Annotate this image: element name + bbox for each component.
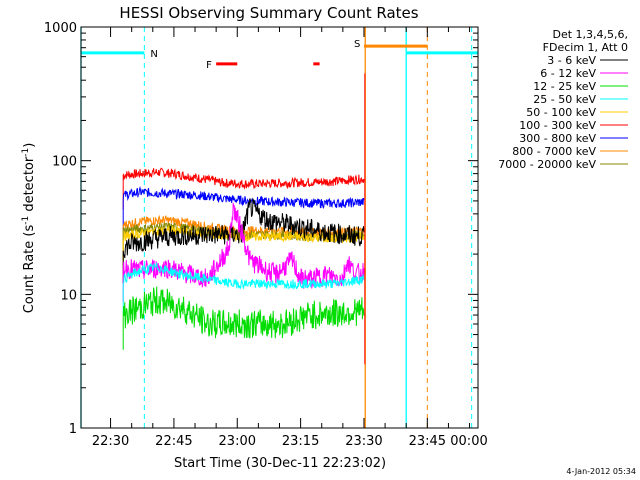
legend: Det 1,3,4,5,6,FDecim 1, Att 03 - 6 keV6 …: [498, 28, 628, 171]
footer-date: 4-Jan-2012 05:34: [566, 467, 636, 476]
series-line-6: [122, 185, 365, 231]
legend-label-2: 12 - 25 keV: [533, 80, 596, 93]
flag-label-F: F: [206, 60, 212, 71]
x-tick-label: 23:45: [409, 434, 446, 449]
series-line-0: [122, 197, 365, 284]
y-tick-label: 1000: [44, 21, 77, 36]
legend-label-6: 300 - 800 keV: [519, 132, 596, 145]
y-tick-label: 1: [69, 422, 77, 437]
legend-header-0: Det 1,3,4,5,6,: [552, 28, 628, 41]
series-line-5: [122, 167, 365, 210]
legend-label-4: 50 - 100 keV: [526, 106, 596, 119]
legend-label-5: 100 - 300 keV: [519, 119, 596, 132]
legend-label-7: 800 - 7000 keV: [512, 145, 596, 158]
y-axis-label: Count Rate (s-1 detector-1): [21, 143, 37, 314]
chart-title: HESSI Observing Summary Count Rates: [119, 4, 418, 22]
x-tick-label: 23:30: [345, 434, 382, 449]
legend-label-0: 3 - 6 keV: [547, 54, 596, 67]
x-tick-label: 23:00: [219, 434, 256, 449]
x-tick-label: 22:45: [155, 434, 192, 449]
legend-label-8: 7000 - 20000 keV: [498, 158, 596, 171]
observing-flags: N F S: [81, 39, 478, 71]
x-axis-label: Start Time (30-Dec-11 22:23:02): [174, 456, 386, 471]
legend-label-1: 6 - 12 keV: [540, 67, 596, 80]
y-tick-label: 100: [52, 155, 77, 170]
x-tick-label: 22:30: [92, 434, 129, 449]
series-line-1: [122, 202, 365, 302]
x-tick-label: 00:00: [450, 434, 487, 449]
legend-header-1: FDecim 1, Att 0: [543, 41, 628, 54]
flag-label-N: N: [150, 49, 157, 60]
legend-label-3: 25 - 50 keV: [533, 93, 596, 106]
flag-label-S: S: [354, 39, 360, 50]
axes: 1 10 100 1000 22:30 22:45 23:00 23:15 23:30 23:45…: [44, 21, 488, 449]
series-line-3: [122, 262, 365, 314]
series-lines: [122, 73, 366, 365]
y-tick-label: 10: [60, 288, 77, 303]
series-line-2: [122, 286, 365, 350]
x-tick-label: 23:15: [282, 434, 319, 449]
